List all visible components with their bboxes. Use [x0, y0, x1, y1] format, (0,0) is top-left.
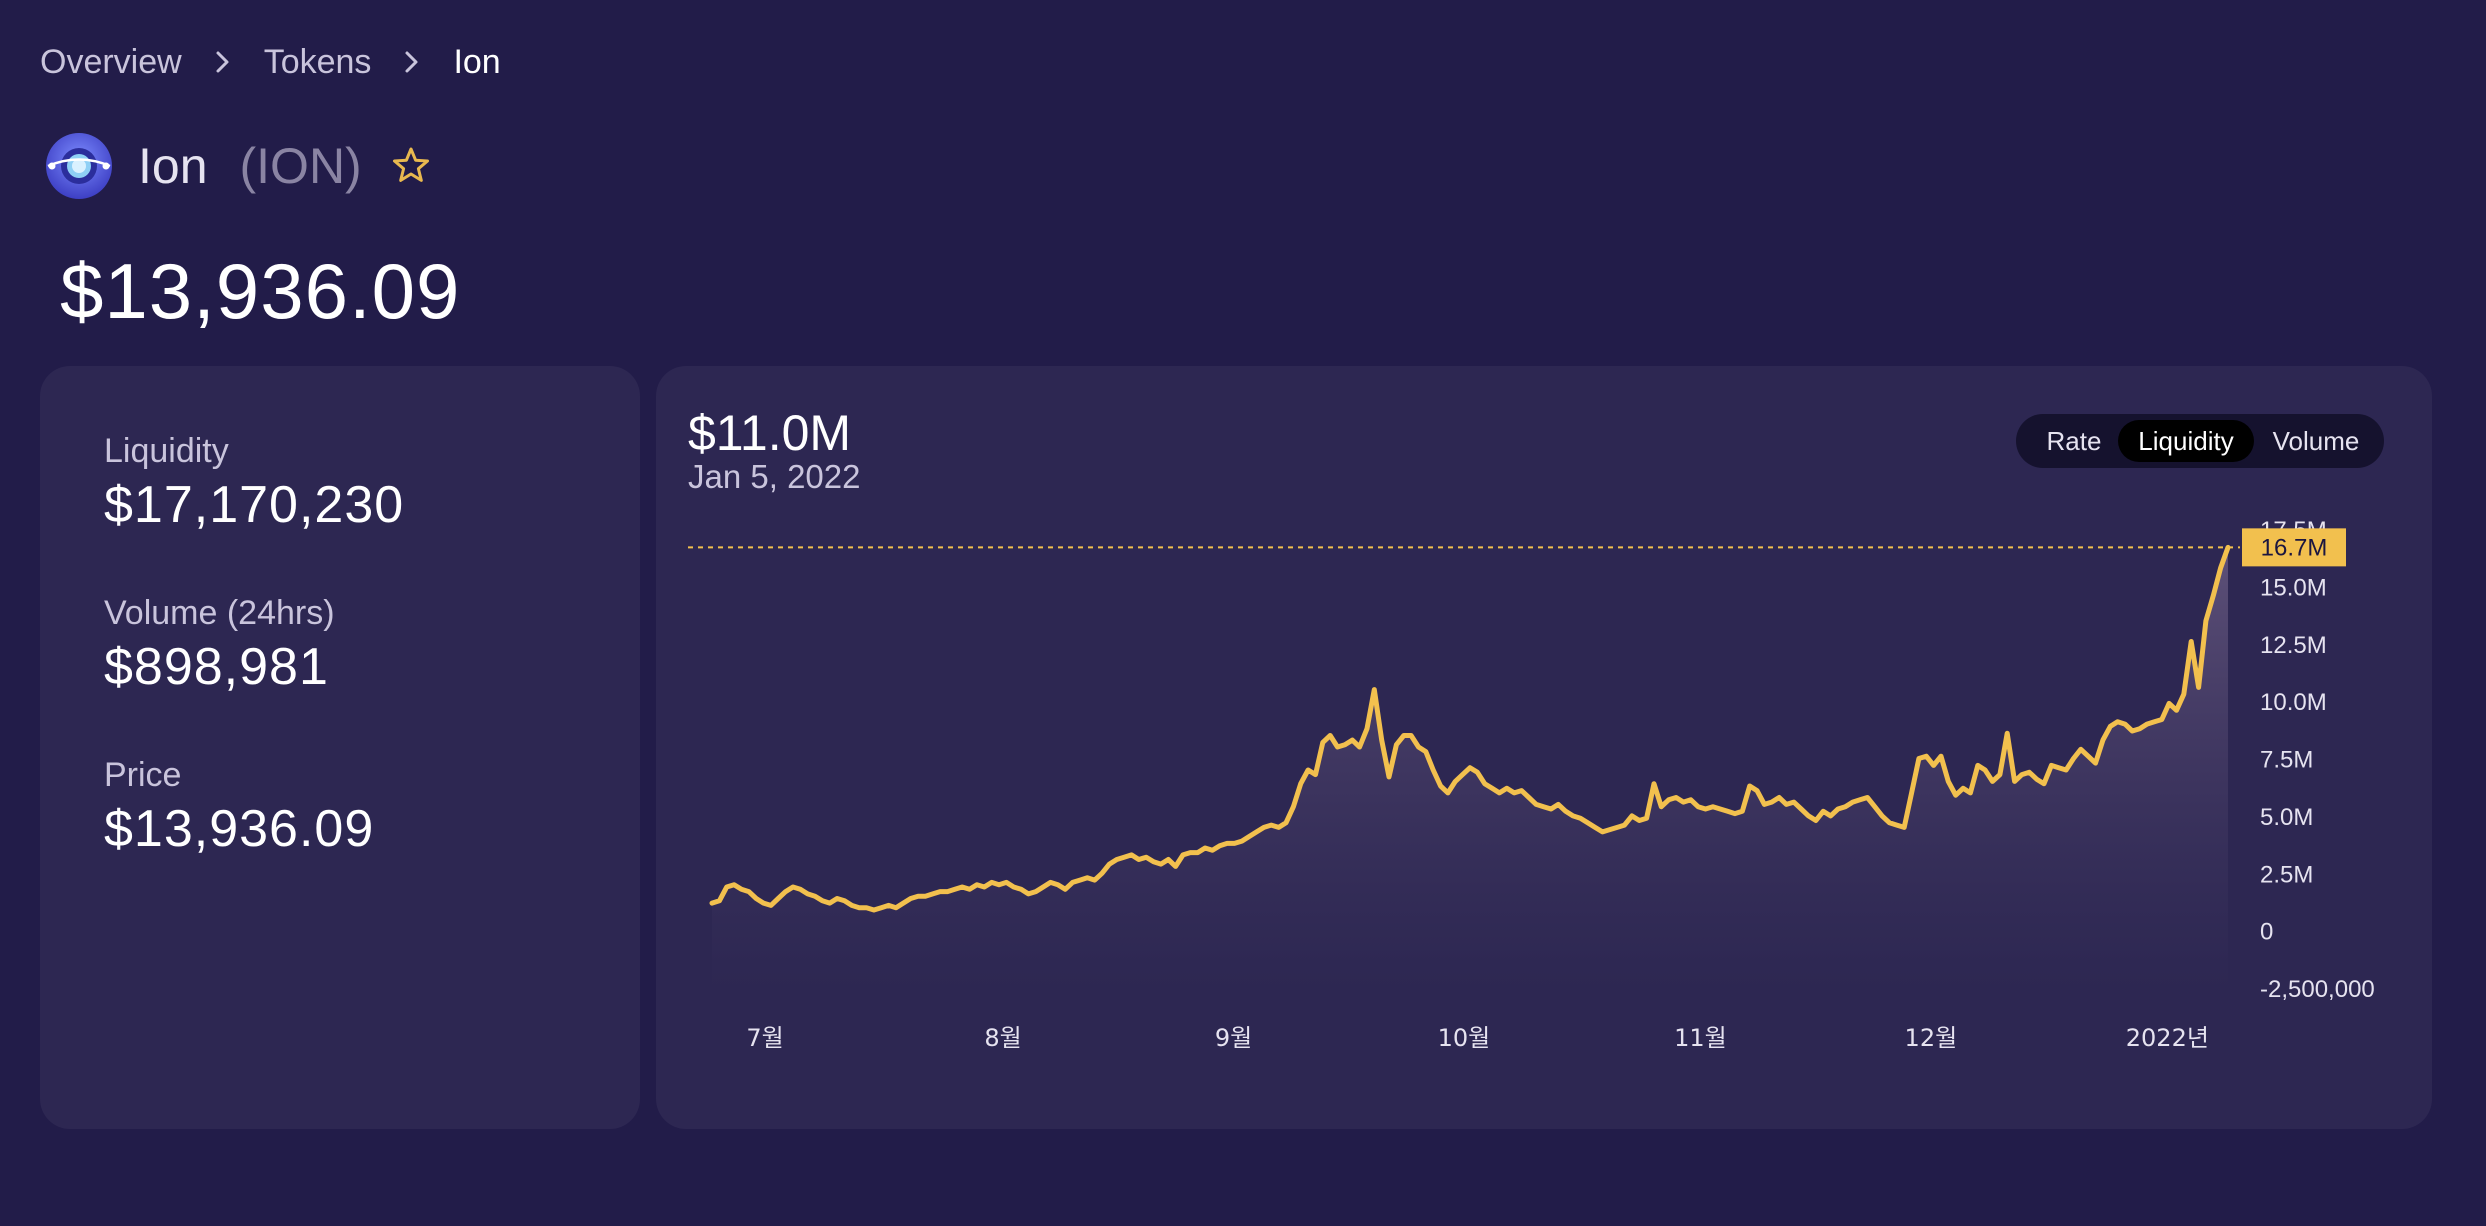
y-tick-label: 7.5M [2260, 747, 2313, 774]
token-symbol: (ION) [239, 138, 362, 194]
toggle-liquidity-button[interactable]: Liquidity [2118, 420, 2254, 462]
stat-volume-label: Volume (24hrs) [104, 594, 335, 632]
stat-price: Price $13,936.09 [104, 756, 374, 859]
stats-card: Liquidity $17,170,230 Volume (24hrs) $89… [40, 366, 640, 1129]
chart-series-line [709, 544, 2231, 913]
y-tick-label: 15.0M [2260, 574, 2327, 601]
breadcrumb: Overview Tokens Ion [40, 40, 501, 84]
y-tick-label: 10.0M [2260, 689, 2327, 716]
chart-card: -2,500,00002.5M5.0M7.5M10.0M12.5M15.0M17… [656, 366, 2432, 1129]
toggle-volume-button[interactable]: Volume [2272, 425, 2360, 456]
token-price: $13,936.09 [60, 247, 461, 335]
x-tick-label: 11월 [1674, 1024, 1727, 1052]
stat-price-label: Price [104, 756, 182, 794]
x-tick-label: 2022년 [2126, 1024, 2209, 1052]
breadcrumb-tokens[interactable]: Tokens [263, 42, 372, 81]
stat-liquidity-value: $17,170,230 [104, 476, 405, 534]
y-tick-label: 0 [2260, 919, 2273, 946]
stat-price-value: $13,936.09 [104, 800, 375, 858]
chart-type-toggle: Rate Liquidity Volume [2016, 414, 2384, 468]
chart-current-value-badge [2242, 528, 2346, 567]
chart-current-value-label: 16.7M [2261, 534, 2328, 561]
chevron-right-icon [214, 50, 232, 74]
y-tick-label: -2,500,000 [2260, 976, 2375, 1003]
y-tick-label: 12.5M [2260, 632, 2327, 659]
token-header: Ion (ION) [44, 132, 432, 200]
token-name: Ion [138, 138, 208, 194]
stat-liquidity-label: Liquidity [104, 432, 229, 470]
stat-liquidity: Liquidity $17,170,230 [104, 432, 404, 535]
chart-hover-date: Jan 5, 2022 [688, 458, 861, 495]
chart-hover-value: $11.0M [688, 405, 852, 461]
x-tick-label: 9월 [1215, 1024, 1252, 1052]
breadcrumb-current: Ion [453, 42, 501, 81]
y-tick-label: 5.0M [2260, 804, 2313, 831]
y-tick-label: 2.5M [2260, 861, 2313, 888]
chevron-right-icon [403, 50, 421, 74]
star-outline-icon[interactable] [390, 145, 432, 187]
stat-volume: Volume (24hrs) $898,981 [104, 594, 335, 697]
x-tick-label: 8월 [984, 1024, 1021, 1052]
ion-logo-icon [46, 133, 112, 199]
toggle-rate-button[interactable]: Rate [2046, 425, 2102, 456]
breadcrumb-overview[interactable]: Overview [40, 42, 182, 81]
stat-volume-value: $898,981 [104, 638, 329, 696]
x-tick-label: 12월 [1905, 1024, 1958, 1052]
x-tick-label: 10월 [1438, 1024, 1491, 1052]
liquidity-chart[interactable]: -2,500,00002.5M5.0M7.5M10.0M12.5M15.0M17… [656, 366, 2432, 1129]
x-tick-label: 7월 [746, 1024, 783, 1052]
